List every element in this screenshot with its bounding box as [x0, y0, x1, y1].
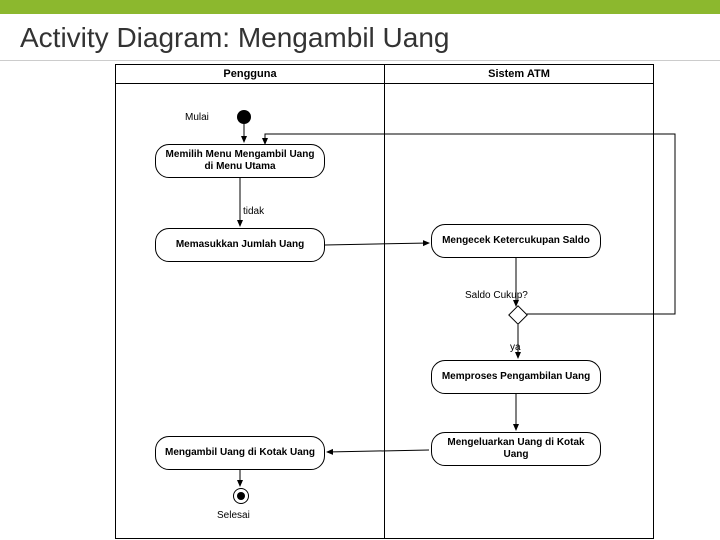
- node-mengambil-uang: Mengambil Uang di Kotak Uang: [155, 436, 325, 470]
- end-node: [233, 488, 249, 504]
- start-node: [237, 110, 251, 124]
- node-text: Memilih Menu Mengambil Uang di Menu Utam…: [162, 149, 318, 173]
- swimlane-label: Sistem ATM: [488, 68, 550, 80]
- activity-diagram: Pengguna Sistem ATM Mulai Memilih Menu M…: [115, 64, 705, 540]
- node-memasukkan-jumlah: Memasukkan Jumlah Uang: [155, 228, 325, 262]
- edge-label-tidak: tidak: [243, 206, 264, 217]
- top-accent-bar: [0, 0, 720, 14]
- node-memproses: Memproses Pengambilan Uang: [431, 360, 601, 394]
- page-title: Activity Diagram: Mengambil Uang: [0, 14, 720, 61]
- end-label: Selesai: [217, 510, 250, 521]
- swimlane-header-pengguna: Pengguna: [115, 64, 385, 84]
- node-text: Memproses Pengambilan Uang: [442, 371, 590, 383]
- node-memilih-menu: Memilih Menu Mengambil Uang di Menu Utam…: [155, 144, 325, 178]
- node-text: Memasukkan Jumlah Uang: [176, 239, 304, 251]
- decision-label: Saldo Cukup?: [465, 290, 528, 301]
- node-text: Mengambil Uang di Kotak Uang: [165, 447, 315, 459]
- node-text: Mengeluarkan Uang di Kotak Uang: [438, 437, 594, 461]
- swimlane-label: Pengguna: [223, 68, 276, 80]
- node-text: Mengecek Ketercukupan Saldo: [442, 235, 590, 247]
- node-mengeluarkan-uang: Mengeluarkan Uang di Kotak Uang: [431, 432, 601, 466]
- node-mengecek-saldo: Mengecek Ketercukupan Saldo: [431, 224, 601, 258]
- start-label: Mulai: [185, 112, 209, 123]
- edge-label-ya: ya: [510, 342, 521, 353]
- swimlane-header-sistem-atm: Sistem ATM: [384, 64, 654, 84]
